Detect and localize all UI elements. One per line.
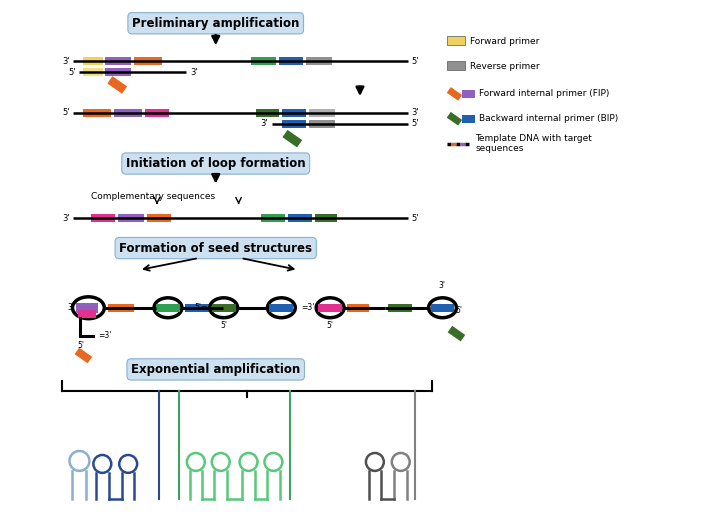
Bar xyxy=(147,214,171,222)
Bar xyxy=(318,304,342,312)
Polygon shape xyxy=(447,87,462,101)
Bar xyxy=(306,57,332,65)
Text: 3': 3' xyxy=(67,303,74,312)
Text: 5': 5' xyxy=(77,341,84,350)
Text: Template DNA with target
sequences: Template DNA with target sequences xyxy=(475,134,592,153)
Bar xyxy=(185,304,209,312)
Text: Backward internal primer (BIP): Backward internal primer (BIP) xyxy=(479,114,618,123)
Bar xyxy=(288,214,312,222)
Text: Exponential amplification: Exponential amplification xyxy=(131,363,300,376)
Bar xyxy=(463,90,475,98)
Bar xyxy=(105,57,131,65)
Text: 5': 5' xyxy=(220,321,227,330)
Text: Forward primer: Forward primer xyxy=(470,37,540,46)
Bar xyxy=(114,109,142,117)
Bar xyxy=(134,57,162,65)
Bar xyxy=(388,304,411,312)
Bar xyxy=(76,303,98,313)
Bar xyxy=(269,304,293,312)
Bar xyxy=(430,304,454,312)
Bar xyxy=(261,214,285,222)
Polygon shape xyxy=(283,130,302,147)
Text: 3': 3' xyxy=(62,56,70,65)
Text: 3': 3' xyxy=(190,67,198,76)
Polygon shape xyxy=(74,348,93,363)
Bar xyxy=(280,57,304,65)
Text: 3': 3' xyxy=(62,214,70,223)
Bar xyxy=(83,57,103,65)
Bar xyxy=(105,68,131,76)
Bar xyxy=(79,310,96,317)
Bar xyxy=(255,109,280,117)
Bar xyxy=(83,109,111,117)
Text: Initiation of loop formation: Initiation of loop formation xyxy=(126,157,306,170)
Text: 5': 5' xyxy=(63,108,70,117)
Text: 5': 5' xyxy=(411,214,418,223)
Bar xyxy=(156,304,180,312)
Bar xyxy=(347,304,369,312)
Text: Formation of seed structures: Formation of seed structures xyxy=(119,242,312,255)
Bar xyxy=(315,214,337,222)
Bar xyxy=(83,68,103,76)
Polygon shape xyxy=(447,112,462,126)
Polygon shape xyxy=(107,76,127,94)
Text: =3': =3' xyxy=(301,303,314,312)
Bar xyxy=(447,36,465,45)
Bar xyxy=(283,109,306,117)
Text: 5': 5' xyxy=(455,306,462,315)
Bar xyxy=(309,109,335,117)
Bar xyxy=(108,304,134,312)
Bar xyxy=(250,57,276,65)
Text: Preliminary amplification: Preliminary amplification xyxy=(132,17,299,30)
Text: Forward internal primer (FIP): Forward internal primer (FIP) xyxy=(479,89,610,98)
Bar xyxy=(309,120,335,128)
Bar xyxy=(118,214,144,222)
Text: 5'=: 5'= xyxy=(194,303,207,312)
Bar xyxy=(212,304,236,312)
Text: 3': 3' xyxy=(261,119,268,128)
Text: 5': 5' xyxy=(411,119,418,128)
Text: 3': 3' xyxy=(411,108,418,117)
Bar xyxy=(283,120,306,128)
Bar xyxy=(145,109,169,117)
Text: 5': 5' xyxy=(327,321,334,330)
Bar xyxy=(91,214,115,222)
Text: 3': 3' xyxy=(438,281,445,290)
Bar xyxy=(447,61,465,70)
Bar xyxy=(463,115,475,123)
Text: 5': 5' xyxy=(411,56,418,65)
Text: Reverse primer: Reverse primer xyxy=(470,62,540,71)
Text: =3': =3' xyxy=(98,331,111,340)
Text: 5': 5' xyxy=(69,67,76,76)
Text: Complementary sequences: Complementary sequences xyxy=(91,192,215,201)
Polygon shape xyxy=(448,326,465,342)
